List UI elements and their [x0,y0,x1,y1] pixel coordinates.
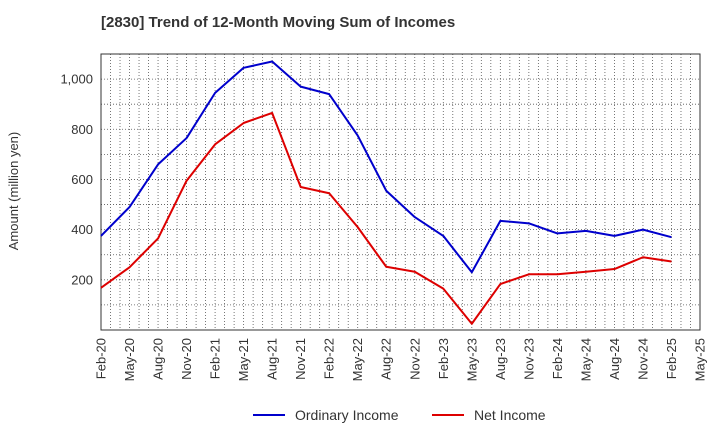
x-tick-label: Nov-22 [407,338,422,380]
x-tick-label: May-23 [464,338,479,381]
x-tick-label: Aug-20 [151,338,166,380]
x-tick-label: May-24 [578,338,593,381]
grid [101,54,700,330]
legend-label-ordinary-income: Ordinary Income [295,407,399,423]
x-tick-label: May-25 [693,338,708,381]
x-tick-label: Feb-20 [94,338,109,379]
y-axis-label: Amount (million yen) [6,132,21,251]
x-tick-label: Feb-21 [208,338,223,379]
x-tick-label: Feb-24 [550,338,565,379]
x-tick-label: Feb-22 [322,338,337,379]
y-tick-label: 800 [71,122,93,137]
x-axis: Feb-20 May-20 Aug-20 Nov-20 Feb-21 May-21 Aug-… [94,338,708,381]
x-tick-label: Nov-20 [179,338,194,380]
x-tick-label: May-22 [350,338,365,381]
x-tick-label: Feb-23 [436,338,451,379]
y-tick-label: 200 [71,272,93,287]
chart-title: [2830] Trend of 12-Month Moving Sum of I… [101,14,456,31]
x-tick-label: May-21 [236,338,251,381]
y-tick-label: 400 [71,222,93,237]
x-tick-label: Feb-25 [664,338,679,379]
x-tick-label: Nov-24 [635,338,650,380]
x-tick-label: Aug-24 [607,338,622,380]
x-tick-label: May-20 [122,338,137,381]
legend-label-net-income: Net Income [474,407,546,423]
x-tick-label: Aug-21 [265,338,280,380]
plot-frame [100,53,701,331]
legend: Ordinary Income Net Income [253,407,546,423]
x-tick-label: Nov-21 [293,338,308,380]
y-tick-label: 1,000 [60,72,93,87]
y-axis: 200 400 600 800 1,000 [60,72,93,288]
x-tick-label: Aug-23 [493,338,508,380]
x-tick-label: Aug-22 [379,338,394,380]
series-lines [100,60,672,325]
y-tick-label: 600 [71,172,93,187]
x-tick-label: Nov-23 [521,338,536,380]
